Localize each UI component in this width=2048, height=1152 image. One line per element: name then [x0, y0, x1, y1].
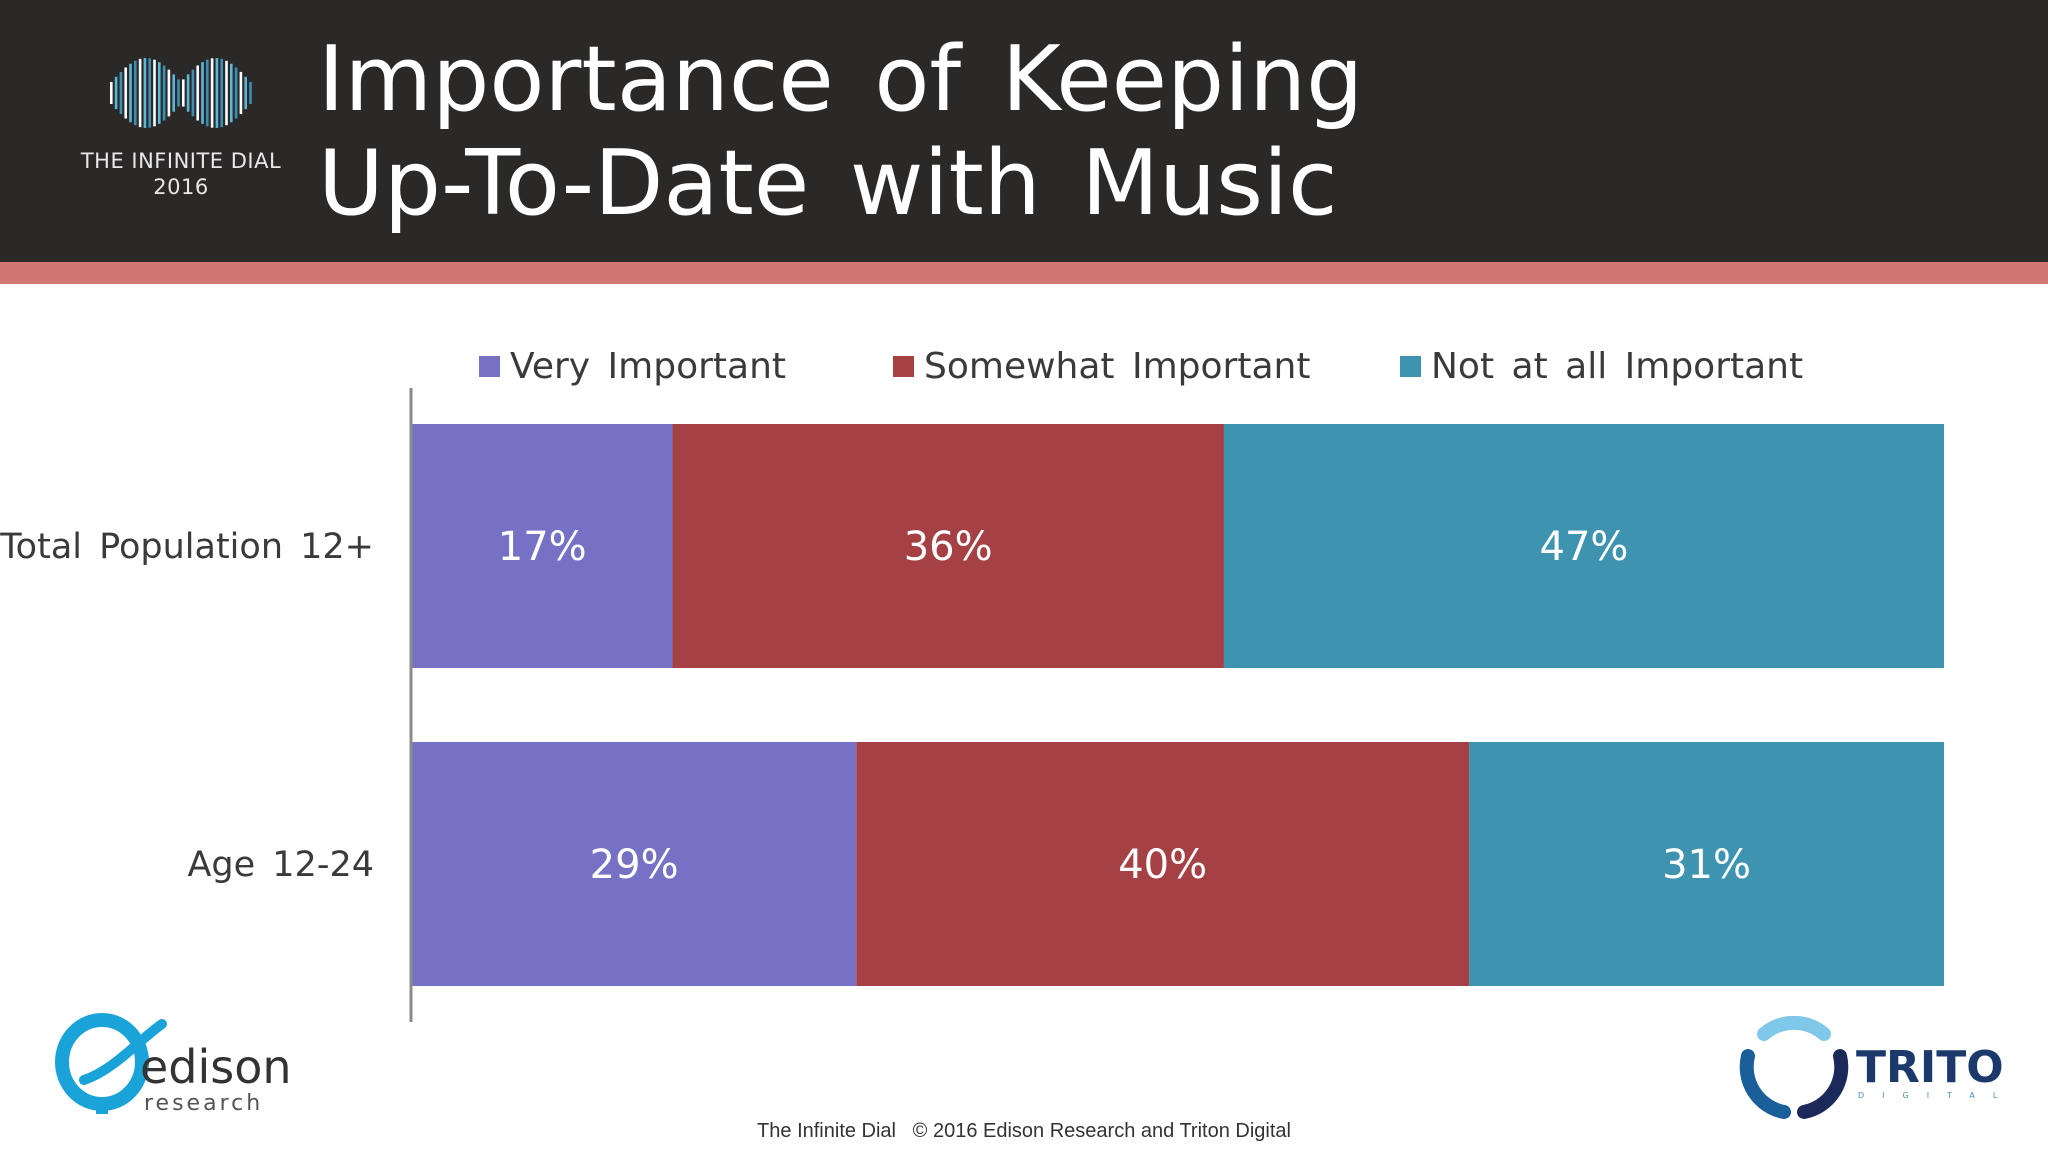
triton-wordmark: TRITON	[1856, 1042, 2004, 1093]
infinity-bar	[215, 58, 219, 128]
infinity-bar	[196, 65, 199, 121]
infinity-bar	[177, 79, 180, 107]
infinity-bar	[143, 58, 147, 128]
triton-arc-right-icon	[1797, 1049, 1849, 1119]
infinity-bar	[167, 69, 171, 117]
category-label: Total Population 12+	[0, 527, 374, 567]
title-line-1: Importance of Keeping	[318, 27, 1364, 132]
infinite-dial-logo: THE INFINITE DIAL 2016	[70, 48, 292, 218]
infinity-bar	[148, 58, 151, 128]
bar-value-label: 36%	[904, 524, 993, 570]
infinity-bar	[124, 67, 127, 119]
legend-item-somewhat-important: Somewhat Important	[893, 336, 1310, 396]
page-title: Importance of Keeping Up-To-Date with Mu…	[318, 28, 1468, 236]
category-label: Age 12-24	[187, 845, 374, 885]
bar-value-label: 17%	[498, 524, 587, 570]
triton-sub-wordmark: DIGITAL	[1858, 1091, 2004, 1100]
legend-label-somewhat-important: Somewhat Important	[924, 345, 1311, 387]
infinity-bar	[153, 59, 156, 127]
triton-digital-logo: TRITON DIGITAL	[1739, 1016, 2004, 1119]
bar-value-label: 40%	[1118, 842, 1207, 888]
chart-legend: Very Important Somewhat Important Not at…	[0, 336, 2048, 396]
bar-segment	[412, 742, 857, 986]
edison-sub-wordmark: research	[144, 1091, 263, 1116]
title-line-2: Up-To-Date with Music	[318, 131, 1338, 236]
edison-research-logo: edison research	[55, 1013, 292, 1116]
infinity-bar	[230, 63, 233, 123]
infinity-bar	[191, 69, 195, 117]
edison-bulb-icon	[55, 1013, 149, 1111]
infinity-bar	[186, 74, 190, 112]
brand-line-2: 2016	[153, 175, 209, 199]
bar-segment	[412, 424, 673, 668]
header-bar: THE INFINITE DIAL 2016 Importance of Kee…	[0, 0, 2048, 262]
bar-segment	[1223, 424, 1944, 668]
bar-segment	[856, 742, 1470, 986]
infinity-bar	[129, 63, 132, 123]
infinity-bar	[249, 82, 252, 104]
infinity-bar	[244, 76, 247, 110]
legend-swatch-not-at-all-important	[1400, 355, 1421, 377]
infinity-bar	[225, 60, 228, 126]
infinity-bar	[162, 65, 166, 121]
infinity-bar	[201, 62, 204, 124]
brand-text: THE INFINITE DIAL 2016	[70, 148, 292, 200]
edison-swoosh-icon	[79, 1019, 167, 1085]
triton-arc-left-icon	[1739, 1049, 1791, 1119]
bar-segment	[672, 424, 1224, 668]
accent-strip	[0, 262, 2048, 284]
legend-label-not-at-all-important: Not at all Important	[1431, 345, 1804, 387]
legend-label-very-important: Very Important	[510, 345, 786, 387]
infinity-bar	[119, 71, 123, 115]
infinity-bar	[110, 82, 113, 104]
bar-segment	[1469, 742, 1944, 986]
infinity-bars-icon	[110, 58, 252, 128]
bar-value-label: 47%	[1540, 524, 1629, 570]
infinity-bar	[114, 76, 118, 110]
legend-swatch-somewhat-important	[893, 355, 914, 377]
legend-item-very-important: Very Important	[479, 336, 786, 396]
infinity-bar	[172, 74, 175, 112]
infinity-bar	[182, 79, 185, 107]
legend-item-not-at-all-important: Not at all Important	[1400, 336, 1803, 396]
infinity-bar	[138, 58, 142, 128]
edison-wordmark: edison	[140, 1040, 292, 1094]
infinity-bar	[134, 60, 137, 126]
footer-copyright: The Infinite Dial © 2016 Edison Research…	[757, 1120, 1291, 1142]
brand-line-1: THE INFINITE DIAL	[80, 149, 282, 173]
bar-value-label: 29%	[590, 842, 679, 888]
triton-arc-top-icon	[1757, 1016, 1831, 1041]
edison-bulb-base-icon	[96, 1104, 108, 1114]
infinity-bar	[158, 62, 161, 124]
infinity-bar	[239, 71, 243, 115]
infinity-bar	[206, 59, 209, 127]
infinity-bar	[234, 67, 238, 119]
legend-swatch-very-important	[479, 355, 500, 377]
infinity-bar	[220, 58, 223, 128]
bar-value-label: 31%	[1662, 842, 1751, 888]
infinity-bar	[210, 58, 214, 128]
